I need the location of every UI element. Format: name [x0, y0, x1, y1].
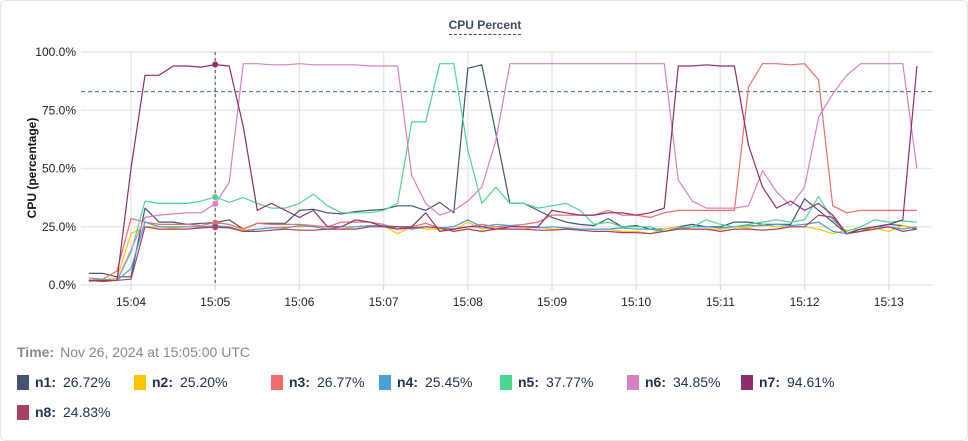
legend-swatch — [627, 374, 639, 390]
legend-item-n2[interactable]: n2: 25.20% — [134, 374, 227, 390]
x-tick-label: 15:10 — [621, 295, 651, 309]
hover-point-n6 — [212, 200, 219, 207]
x-tick-label: 15:05 — [200, 295, 230, 309]
legend-item-n5[interactable]: n5: 37.77% — [500, 374, 593, 390]
series-line-n8 — [88, 214, 917, 283]
line-chart[interactable]: CPU (percentage) 0.0% 25.0% 50.0% 75.0% 100.… — [1, 1, 968, 331]
chart-title-text[interactable]: CPU Percent — [448, 18, 522, 35]
legend-value: 34.85% — [673, 374, 721, 390]
legend-swatch — [741, 374, 753, 390]
series-line-n2 — [88, 221, 917, 281]
legend-label: n4: — [397, 374, 418, 390]
legend-label: n1: — [35, 374, 56, 390]
legend-item-n3[interactable]: n3: 26.77% — [271, 374, 364, 390]
legend-item-n6[interactable]: n6: 34.85% — [627, 374, 720, 390]
legend-swatch — [271, 374, 283, 390]
hover-point-n8 — [212, 224, 219, 231]
x-tick-label: 15:07 — [369, 295, 399, 309]
legend-swatch — [17, 404, 29, 420]
x-tick-label: 15:08 — [453, 295, 483, 309]
y-tick-label: 75.0% — [42, 103, 76, 117]
series-line-n4 — [88, 219, 917, 283]
legend-item-n1[interactable]: n1: 26.72% — [17, 374, 110, 390]
legend-label: n6: — [645, 374, 666, 390]
legend-value: 25.20% — [180, 374, 228, 390]
y-tick-label: 25.0% — [42, 220, 76, 234]
series-line-n5 — [88, 63, 917, 281]
legend-value: 37.77% — [546, 374, 594, 390]
legend-value: 26.77% — [317, 374, 365, 390]
legend-value: 24.83% — [63, 404, 111, 420]
legend-label: n8: — [35, 404, 56, 420]
tooltip-time: Time: Nov 26, 2024 at 15:05:00 UTC — [17, 344, 250, 360]
legend-swatch — [379, 374, 391, 390]
legend-item-n8[interactable]: n8: 24.83% — [17, 404, 110, 420]
series-line-n6 — [88, 63, 918, 281]
x-tick-label: 15:11 — [706, 295, 735, 309]
x-tick-label: 15:06 — [284, 295, 314, 309]
legend-label: n5: — [518, 374, 539, 390]
series-line-n1 — [88, 64, 918, 278]
legend-label: n7: — [759, 374, 780, 390]
legend-swatch — [500, 374, 512, 390]
legend-label: n3: — [289, 374, 310, 390]
series-line-n7 — [88, 63, 918, 281]
y-tick-label: 50.0% — [42, 162, 76, 176]
hover-point-n7 — [212, 61, 219, 68]
legend-value: 25.45% — [425, 374, 473, 390]
series-line-n3 — [88, 63, 917, 280]
hover-point-n5 — [212, 193, 219, 200]
time-label: Time: — [17, 344, 55, 360]
y-tick-label: 100.0% — [35, 45, 76, 59]
legend-item-n7[interactable]: n7: 94.61% — [741, 374, 834, 390]
legend-item-n4[interactable]: n4: 25.45% — [379, 374, 472, 390]
x-tick-label: 15:09 — [537, 295, 567, 309]
x-tick-label: 15:04 — [116, 295, 146, 309]
legend-value: 94.61% — [787, 374, 835, 390]
x-tick-label: 15:13 — [874, 295, 904, 309]
legend-label: n2: — [152, 374, 173, 390]
chart-title: CPU Percent — [1, 16, 968, 35]
legend-value: 26.72% — [63, 374, 111, 390]
y-tick-label: 0.0% — [49, 278, 77, 292]
time-value: Nov 26, 2024 at 15:05:00 UTC — [60, 344, 250, 360]
x-tick-label: 15:12 — [790, 295, 820, 309]
legend-swatch — [134, 374, 146, 390]
y-axis-label: CPU (percentage) — [25, 118, 39, 219]
legend-swatch — [17, 374, 29, 390]
